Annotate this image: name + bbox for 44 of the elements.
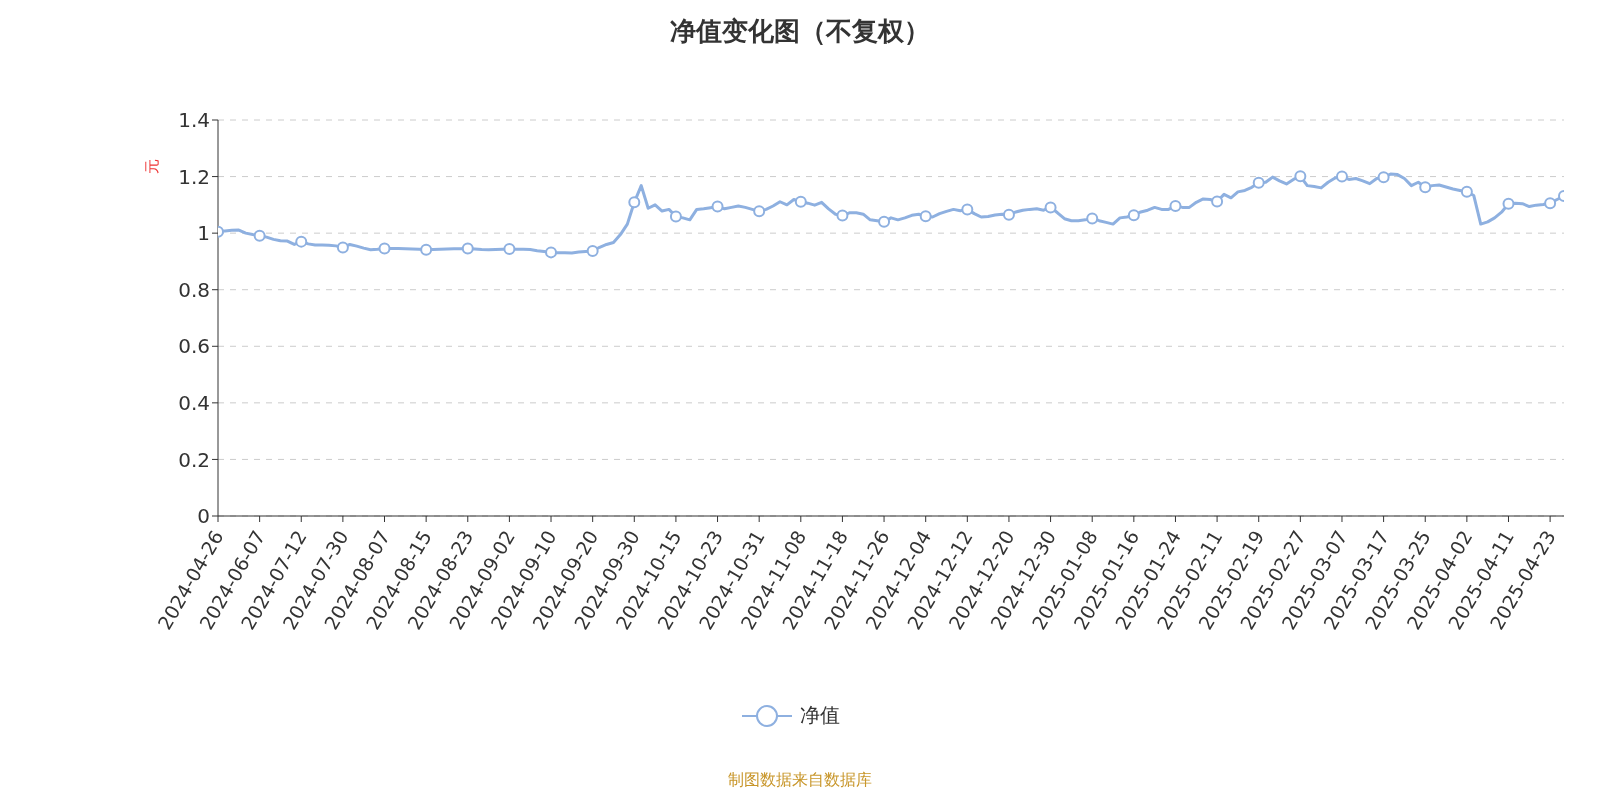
point (545, 246, 558, 259)
y-tick-label: 0.4 (178, 390, 210, 415)
y-tick-label: 0.6 (178, 334, 210, 359)
point (1002, 208, 1015, 221)
point (919, 210, 932, 223)
text: 制图数据来自数据库 (727, 770, 873, 791)
legend-label: 净值 (800, 702, 840, 729)
y-tick-label: 0.2 (178, 447, 210, 472)
chart-title: 净值变化图（不复权） (669, 15, 931, 48)
y-tick-label: 0 (197, 504, 210, 529)
point (336, 241, 349, 254)
point (1169, 199, 1182, 212)
point (253, 229, 266, 242)
y-tick-label: 1.2 (178, 164, 210, 189)
point (1211, 195, 1224, 208)
point (420, 243, 433, 256)
point (1377, 171, 1390, 184)
point (1460, 185, 1473, 198)
point (1044, 201, 1057, 214)
point (1502, 197, 1515, 210)
point (586, 244, 599, 257)
point (295, 235, 308, 248)
point (961, 203, 974, 216)
point (753, 205, 766, 218)
point (878, 215, 891, 228)
point (669, 210, 682, 223)
point (378, 242, 391, 255)
point (461, 242, 474, 255)
point (1086, 212, 1099, 225)
point (794, 195, 807, 208)
point (1419, 181, 1432, 194)
point (711, 200, 724, 213)
point (1335, 170, 1348, 183)
point (1544, 197, 1557, 210)
y-tick-label: 1 (197, 221, 210, 246)
point (1252, 176, 1265, 189)
point (1294, 170, 1307, 183)
point (503, 242, 516, 255)
point (628, 196, 641, 209)
point (1127, 209, 1140, 222)
point (836, 209, 849, 222)
y-axis-title: 元 (142, 158, 161, 174)
y-tick-label: 1.4 (178, 108, 210, 133)
y-tick-label: 0.8 (178, 277, 210, 302)
